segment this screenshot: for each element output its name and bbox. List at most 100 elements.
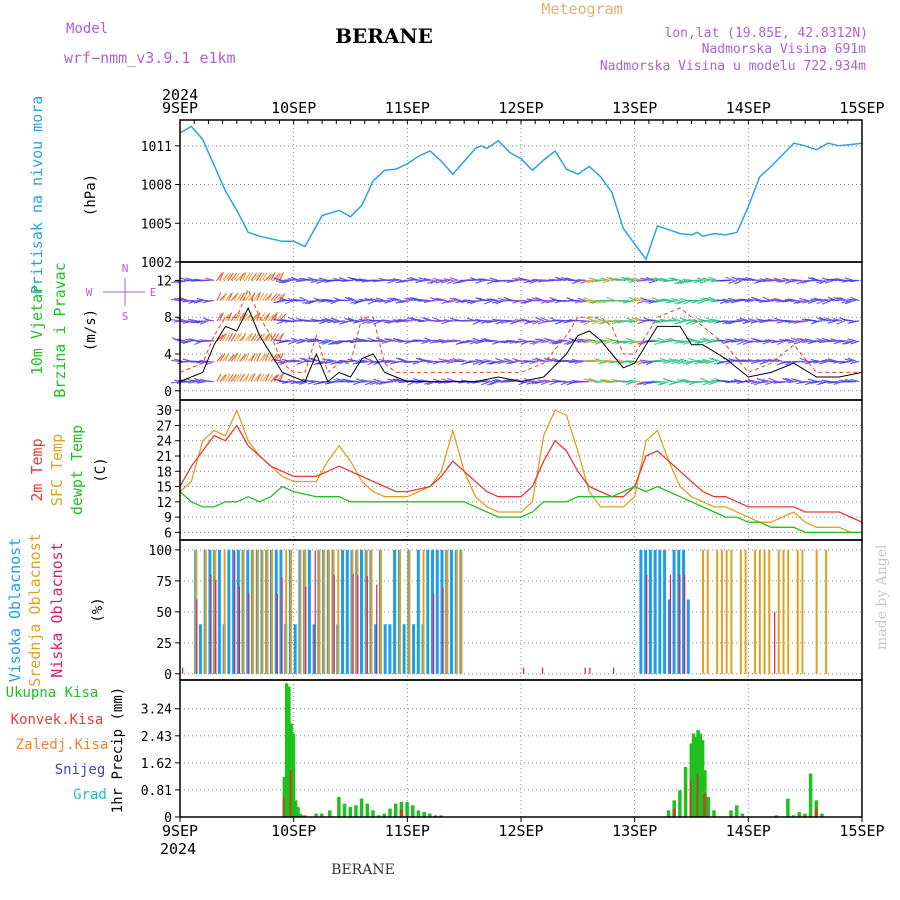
wind-arrow <box>489 381 499 386</box>
wind-arrow <box>358 318 368 322</box>
mid-cloud-bar <box>261 549 264 674</box>
wind-arrow <box>350 300 360 304</box>
wind-ylabel: 10m Vjetar <box>28 285 46 375</box>
wind-arrow <box>509 360 519 365</box>
pressure-unit-label: (hPa) <box>83 174 99 216</box>
y-tick-label: 100 <box>149 544 172 559</box>
x-tick-label-bottom: 9SEP <box>162 822 198 840</box>
wind-arrow <box>742 277 752 281</box>
wind-arrow <box>532 358 542 362</box>
wind-arrow <box>850 320 860 324</box>
wind-arrow <box>227 373 234 382</box>
precip-total-bar <box>405 801 409 817</box>
wind-arrow <box>731 276 741 281</box>
wind-arrow <box>489 320 499 322</box>
wind-arrow <box>241 353 248 362</box>
wind-arrow <box>546 380 556 383</box>
wind-arrow <box>756 377 766 383</box>
wind-arrow <box>244 272 251 281</box>
wind-arrow <box>619 300 630 302</box>
wind-arrow <box>838 339 848 342</box>
wind-arrow <box>674 279 684 285</box>
wind-arrow <box>176 297 186 302</box>
wind-arrow <box>327 358 337 362</box>
precip-total-bar <box>712 810 716 817</box>
wind-arrow <box>256 292 261 301</box>
wind-arrow <box>293 278 303 281</box>
wind-arrow <box>279 360 289 365</box>
wind-arrow <box>728 279 738 284</box>
wind-arrow <box>418 320 428 323</box>
wind-arrow <box>648 279 658 284</box>
wind-arrow <box>781 360 792 364</box>
high-cloud-bar <box>374 624 378 674</box>
wind-arrow <box>253 333 260 342</box>
wind-arrow <box>361 360 371 364</box>
wind-arrow <box>514 340 524 344</box>
wind-arrow <box>372 300 382 303</box>
wind-arrow <box>298 277 309 281</box>
high-cloud-bar <box>648 549 652 674</box>
precip-total-bar <box>774 815 779 817</box>
mid-cloud-bar <box>323 549 326 674</box>
wind-arrow <box>188 318 198 322</box>
wind-arrow <box>529 360 539 365</box>
wind-arrow <box>682 378 692 383</box>
wind-arrow <box>787 381 797 383</box>
wind-arrow <box>671 317 681 322</box>
wind-arrow <box>386 359 397 362</box>
y-tick-label: 0.81 <box>141 784 172 799</box>
wind-arrow <box>606 276 615 281</box>
precip-total-bar <box>293 800 298 817</box>
wind-arrow <box>278 293 286 302</box>
wind-arrow <box>233 333 240 342</box>
wind-arrow <box>699 377 709 383</box>
y-tick-label: 27 <box>156 419 172 434</box>
wind-arrow <box>776 320 786 324</box>
low-cloud-bar <box>210 574 212 674</box>
mid-cloud-bar <box>422 549 425 674</box>
x-tick-label-bottom: 11SEP <box>385 822 430 840</box>
wind-arrow <box>426 339 436 342</box>
wind-arrow <box>244 333 252 342</box>
wind-arrow <box>344 296 354 302</box>
precip-total-bar <box>359 798 364 817</box>
wind-arrow <box>793 378 803 383</box>
wind-arrow <box>645 300 655 303</box>
mid-cloud-bar <box>223 549 226 674</box>
wind-arrow <box>821 359 831 362</box>
wind-arrow <box>543 357 553 362</box>
high-cloud-bar <box>232 549 236 674</box>
wind-arrow <box>588 320 598 323</box>
wind-arrow <box>347 317 357 322</box>
wind-arrow <box>426 300 436 302</box>
wind-arrow <box>219 312 224 322</box>
wind-arrow <box>472 278 482 281</box>
wind-arrow <box>205 360 215 366</box>
y-tick-label: 1005 <box>141 217 172 232</box>
precip-total-bar <box>439 815 443 817</box>
wind-arrow <box>227 332 234 342</box>
wind-arrow <box>301 300 311 304</box>
wind-arrow <box>457 300 468 302</box>
wind-arrow <box>645 276 655 281</box>
wind-arrow <box>594 358 604 362</box>
mid-cloud-ylabel: Srednja Oblacnost <box>26 533 44 687</box>
wind-arrow <box>708 357 718 362</box>
wind-arrow <box>534 381 544 384</box>
wind-arrow <box>782 277 792 281</box>
wind-arrow <box>833 317 843 322</box>
mid-cloud-bar <box>256 549 259 674</box>
wind-arrow <box>768 377 777 383</box>
mid-cloud-bar <box>716 549 719 674</box>
y-tick-label: 2.43 <box>141 730 172 745</box>
wind-arrow <box>361 299 371 302</box>
wind-arrow <box>469 340 479 345</box>
mid-cloud-bar <box>763 549 766 674</box>
wind-arrow <box>310 279 320 283</box>
wind-arrow <box>659 277 669 281</box>
wind-arrow <box>799 297 809 302</box>
wind-arrow <box>273 339 283 342</box>
wind-arrow <box>372 378 382 383</box>
wind-arrow <box>725 276 735 281</box>
